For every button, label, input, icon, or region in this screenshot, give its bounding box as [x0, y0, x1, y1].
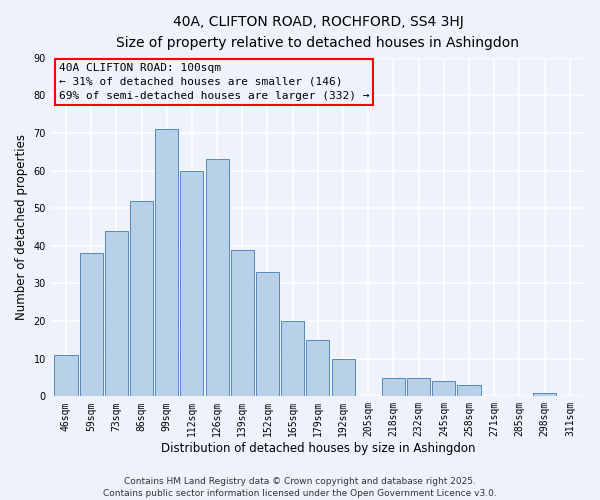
Bar	[533, 392, 556, 396]
Bar	[155, 129, 178, 396]
Bar	[231, 250, 254, 396]
Bar	[206, 160, 229, 396]
Bar	[307, 340, 329, 396]
Bar	[332, 358, 355, 397]
Bar	[130, 200, 153, 396]
Bar	[407, 378, 430, 396]
Title: 40A, CLIFTON ROAD, ROCHFORD, SS4 3HJ
Size of property relative to detached house: 40A, CLIFTON ROAD, ROCHFORD, SS4 3HJ Siz…	[116, 15, 520, 50]
Y-axis label: Number of detached properties: Number of detached properties	[15, 134, 28, 320]
Bar	[256, 272, 279, 396]
Bar	[80, 254, 103, 396]
Text: Contains HM Land Registry data © Crown copyright and database right 2025.
Contai: Contains HM Land Registry data © Crown c…	[103, 476, 497, 498]
Bar	[55, 355, 77, 397]
Bar	[457, 385, 481, 396]
Bar	[432, 382, 455, 396]
Text: 40A CLIFTON ROAD: 100sqm
← 31% of detached houses are smaller (146)
69% of semi-: 40A CLIFTON ROAD: 100sqm ← 31% of detach…	[59, 63, 370, 101]
Bar	[181, 170, 203, 396]
X-axis label: Distribution of detached houses by size in Ashingdon: Distribution of detached houses by size …	[161, 442, 475, 455]
Bar	[382, 378, 405, 396]
Bar	[281, 321, 304, 396]
Bar	[105, 231, 128, 396]
